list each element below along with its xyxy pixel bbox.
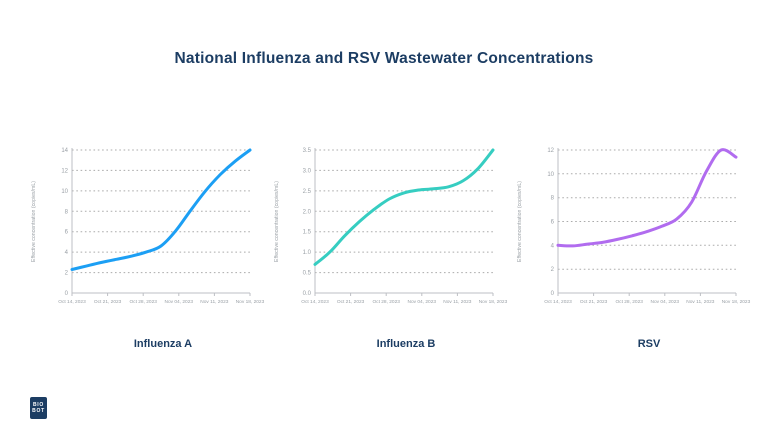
y-tick-label: 3.0 [303, 168, 312, 174]
y-tick-label: 10 [547, 172, 554, 178]
y-tick-label: 10 [61, 189, 68, 195]
y-tick-label: 6 [551, 220, 555, 226]
x-tick-label: Oct 14, 2023 [301, 299, 329, 305]
x-tick-label: Nov 04, 2023 [165, 299, 194, 305]
x-tick-label: Oct 28, 2023 [129, 299, 157, 305]
biobot-logo-line1: BIO [33, 401, 44, 408]
x-tick-label: Oct 14, 2023 [544, 299, 572, 305]
y-tick-label: 2.5 [303, 189, 312, 195]
x-tick-label: Nov 18, 2023 [236, 299, 265, 305]
x-tick-label: Nov 11, 2023 [686, 299, 715, 305]
x-tick-label: Nov 18, 2023 [722, 299, 751, 305]
x-tick-label: Nov 11, 2023 [200, 299, 229, 305]
influenza-b-chart: 0.0 0.5 1.0 1.5 2.0 2.5 3.0 3.5 Oct 14, 2023 Oct … [274, 148, 508, 305]
x-tick-label: Oct 21, 2023 [337, 299, 365, 305]
y-tick-label: 4 [551, 243, 555, 249]
x-tick-label: Nov 11, 2023 [443, 299, 472, 305]
y-tick-label: 14 [61, 148, 68, 154]
y-tick-label: 4 [65, 250, 69, 256]
biobot-logo-line2: BOT [32, 408, 45, 414]
y-tick-label: 6 [65, 230, 69, 236]
charts-row: 0 2 4 6 8 10 12 14 Oct 14, 2023 Oct 21, 2023 Oct 2… [28, 140, 751, 350]
y-tick-label: 0.0 [303, 291, 312, 297]
influenza-a-line [70, 148, 252, 271]
x-tick-label: Oct 28, 2023 [615, 299, 643, 305]
x-tick-label: Oct 21, 2023 [580, 299, 608, 305]
rsv-panel: 0 2 4 6 8 10 12 Oct 14, 2023 Oct 21, 2023 Oct 28,… [514, 140, 751, 350]
x-tick-label: Nov 04, 2023 [408, 299, 437, 305]
y-axis-title: Effective concentration (copies/mL) [274, 181, 280, 262]
y-tick-label: 0 [551, 291, 555, 297]
page-title: National Influenza and RSV Wastewater Co… [174, 50, 594, 67]
chart-label-influenza-a: Influenza A [133, 338, 193, 350]
chart-label-influenza-b: Influenza B [376, 338, 436, 350]
y-axis-title: Effective concentration (copies/mL) [31, 181, 37, 262]
x-tick-label: Nov 04, 2023 [651, 299, 680, 305]
y-tick-label: 1.0 [303, 250, 312, 256]
y-tick-label: 12 [547, 148, 554, 154]
influenza-b-line [313, 148, 495, 266]
y-axis-title: Effective concentration (copies/mL) [517, 181, 523, 262]
y-tick-label: 0.5 [303, 271, 312, 277]
y-tick-label: 3.5 [303, 148, 312, 154]
y-tick-label: 8 [65, 209, 69, 215]
rsv-chart: 0 2 4 6 8 10 12 Oct 14, 2023 Oct 21, 2023 Oct 28,… [517, 148, 751, 305]
y-tick-label: 2 [65, 271, 69, 277]
influenza-a-chart: 0 2 4 6 8 10 12 14 Oct 14, 2023 Oct 21, 2023 Oct 2… [31, 148, 265, 305]
x-tick-label: Nov 18, 2023 [479, 299, 508, 305]
y-tick-label: 2.0 [303, 209, 312, 215]
y-tick-label: 1.5 [303, 230, 312, 236]
rsv-line [556, 148, 738, 248]
influenza-a-panel: 0 2 4 6 8 10 12 14 Oct 14, 2023 Oct 21, 2023 Oct 2… [28, 140, 265, 350]
y-tick-label: 0 [65, 291, 69, 297]
y-tick-label: 2 [551, 267, 555, 273]
x-tick-label: Oct 28, 2023 [372, 299, 400, 305]
influenza-b-panel: 0.0 0.5 1.0 1.5 2.0 2.5 3.0 3.5 Oct 14, 2023 Oct … [271, 140, 508, 350]
y-tick-label: 12 [61, 168, 68, 174]
biobot-logo: BIO BOT [30, 397, 47, 419]
x-tick-label: Oct 21, 2023 [94, 299, 122, 305]
x-tick-label: Oct 14, 2023 [58, 299, 86, 305]
y-tick-label: 8 [551, 196, 555, 202]
chart-label-rsv: RSV [637, 338, 661, 350]
